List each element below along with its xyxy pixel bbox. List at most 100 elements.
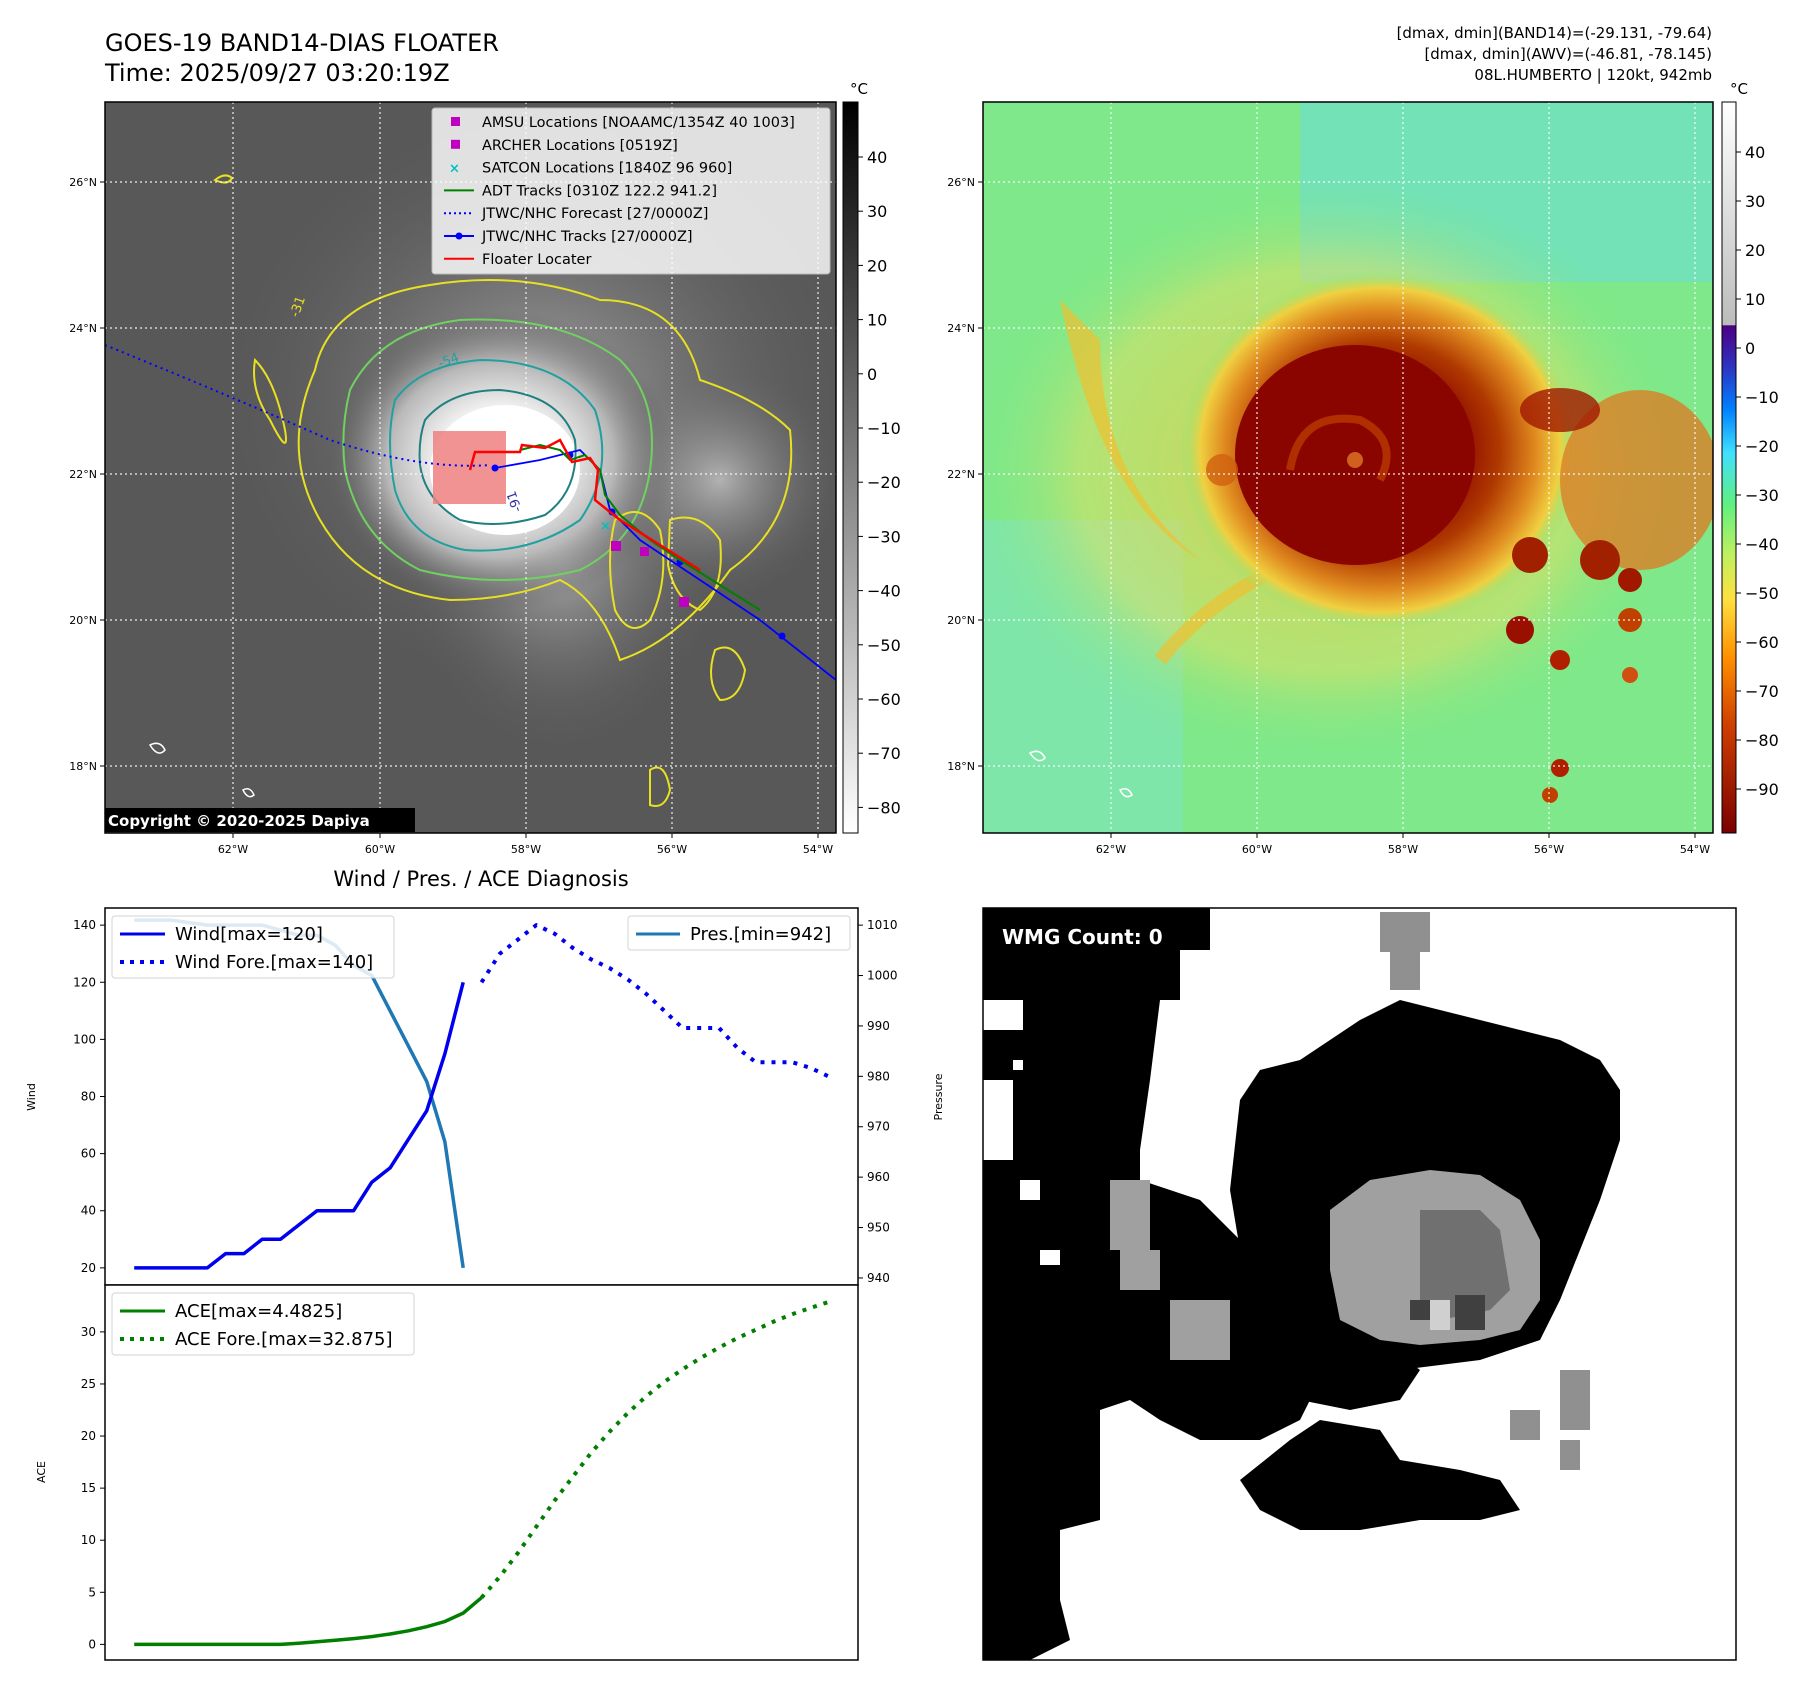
ace-tick-label: 20 — [81, 1429, 96, 1443]
colorbar-tick-label: 40 — [867, 148, 887, 167]
colorbar-tick-label: −80 — [1745, 731, 1779, 750]
lon-tick-label: 58°W — [511, 843, 541, 856]
wmg-count: WMG Count: 0 — [1002, 925, 1163, 949]
lon-tick-label: 62°W — [218, 843, 248, 856]
colorbar-tick-label: 10 — [1745, 290, 1765, 309]
legend-label: SATCON Locations [1840Z 96 960] — [482, 161, 732, 177]
ace-tick-label: 30 — [81, 1325, 96, 1339]
pressure-tick-label: 960 — [867, 1170, 890, 1184]
colorbar-tick-label: −30 — [1745, 486, 1779, 505]
pressure-tick-label: 940 — [867, 1271, 890, 1285]
lat-tick-label: 20°N — [947, 614, 975, 627]
stats-awv: [dmax, dmin](AWV)=(-46.81, -78.145) — [1424, 45, 1712, 63]
colorbar-tick-label: −40 — [867, 582, 901, 601]
wind-tick-label: 60 — [81, 1147, 96, 1161]
wind-tick-label: 120 — [73, 975, 96, 989]
lat-tick-label: 22°N — [69, 468, 97, 481]
ace-ylabel: ACE — [35, 1461, 48, 1483]
contour-label: -31 — [288, 294, 309, 319]
lon-tick-label: 60°W — [365, 843, 395, 856]
legend-marker-dot — [455, 232, 463, 240]
colorbar-tick-label: −60 — [1745, 633, 1779, 652]
awv-colorbar-unit: °C — [1730, 80, 1748, 98]
colorbar-tick-label: 30 — [867, 202, 887, 221]
lon-tick-label: 58°W — [1388, 843, 1418, 856]
colorbar-tick-label: −20 — [867, 473, 901, 492]
wind-tick-label: 140 — [73, 918, 96, 932]
ace-legend: ACE[max=4.4825] ACE Fore.[max=32.875] — [111, 1292, 415, 1356]
ir-colorbar — [842, 101, 859, 834]
colorbar-tick-label: −60 — [867, 690, 901, 709]
colorbar-tick-label: −50 — [1745, 584, 1779, 603]
chart-title: Wind / Pres. / ACE Diagnosis — [333, 867, 628, 891]
colorbar-tick-label: −30 — [867, 527, 901, 546]
lat-tick-label: 24°N — [69, 322, 97, 335]
colorbar-tick-label: −80 — [867, 798, 901, 817]
stats-band14: [dmax, dmin](BAND14)=(-29.131, -79.64) — [1397, 24, 1712, 42]
awv-map — [983, 102, 1713, 833]
legend-label: ADT Tracks [0310Z 122.2 941.2] — [482, 183, 717, 199]
lon-tick-label: 60°W — [1242, 843, 1272, 856]
lat-tick-label: 26°N — [69, 176, 97, 189]
colorbar-tick-label: 20 — [1745, 241, 1765, 260]
wind-legend: Wind[max=120] Wind Fore.[max=140] — [111, 915, 395, 979]
colorbar-tick-label: 10 — [867, 311, 887, 330]
map-legend: AMSU Locations [NOAAMC/1354Z 40 1003] ARC… — [431, 107, 831, 275]
lat-tick-label: 18°N — [947, 760, 975, 773]
colorbar-tick-label: 0 — [867, 365, 877, 384]
colorbar-tick-label: −10 — [867, 419, 901, 438]
copyright-bg — [105, 808, 415, 832]
legend-ace-fore: ACE Fore.[max=32.875] — [175, 1329, 393, 1350]
contour-label: -91 — [504, 489, 525, 514]
lat-tick-label: 24°N — [947, 322, 975, 335]
legend-wind-fore: Wind Fore.[max=140] — [175, 952, 373, 973]
legend-marker — [451, 139, 460, 149]
wind-tick-label: 20 — [81, 1261, 96, 1275]
ace-tick-label: 10 — [81, 1533, 96, 1547]
colorbar-tick-label: −10 — [1745, 388, 1779, 407]
pres-legend: Pres.[min=942] — [627, 915, 851, 951]
legend-label: ARCHER Locations [0519Z] — [482, 138, 678, 154]
legend-marker — [451, 117, 460, 126]
lat-tick-label: 18°N — [69, 760, 97, 773]
wind-tick-label: 40 — [81, 1204, 96, 1218]
legend-label: JTWC/NHC Tracks [27/0000Z] — [481, 229, 693, 245]
pressure-ylabel: Pressure — [932, 1073, 945, 1120]
ace-tick-label: 0 — [88, 1637, 96, 1651]
copyright: Copyright © 2020-2025 Dapiya — [108, 812, 370, 830]
colorbar-tick-label: −90 — [1745, 780, 1779, 799]
colorbar-tick-label: 40 — [1745, 143, 1765, 162]
legend-marker: × — [449, 162, 460, 177]
pressure-tick-label: 970 — [867, 1120, 890, 1134]
ace-series — [134, 1596, 483, 1647]
lat-tick-label: 26°N — [947, 176, 975, 189]
wind-ylabel: Wind — [25, 1083, 38, 1111]
lat-tick-label: 22°N — [947, 468, 975, 481]
colorbar-tick-label: −70 — [1745, 682, 1779, 701]
pressure-tick-label: 990 — [867, 1019, 890, 1033]
pressure-tick-label: 950 — [867, 1221, 890, 1235]
ace-tick-label: 25 — [81, 1377, 96, 1391]
legend-label: Floater Locater — [482, 252, 591, 268]
ir-map: × -54 -31 -91 AMSU Locations [NOAAMC/135… — [105, 102, 836, 833]
pressure-tick-label: 1010 — [867, 918, 898, 932]
colorbar-tick-label: 20 — [867, 256, 887, 275]
lon-tick-label: 62°W — [1096, 843, 1126, 856]
legend-wind: Wind[max=120] — [175, 924, 323, 945]
lat-tick-label: 20°N — [69, 614, 97, 627]
colorbar-tick-label: −50 — [867, 636, 901, 655]
ace-tick-label: 15 — [81, 1481, 96, 1495]
colorbar-tick-label: 30 — [1745, 192, 1765, 211]
wind-forecast-series — [479, 923, 830, 1079]
pressure-tick-label: 1000 — [867, 969, 898, 983]
awv-colorbar — [1721, 101, 1737, 834]
time-stamp: Time: 2025/09/27 03:20:19Z — [104, 59, 450, 87]
ir-colorbar-unit: °C — [850, 80, 868, 98]
colorbar-tick-label: 0 — [1745, 339, 1755, 358]
legend-ace: ACE[max=4.4825] — [175, 1301, 342, 1322]
colorbar-tick-label: −40 — [1745, 535, 1779, 554]
wind-tick-label: 80 — [81, 1090, 96, 1104]
contour-label: -54 — [436, 350, 461, 371]
ace-tick-label: 5 — [88, 1585, 96, 1599]
svg-text:×: × — [600, 519, 611, 534]
